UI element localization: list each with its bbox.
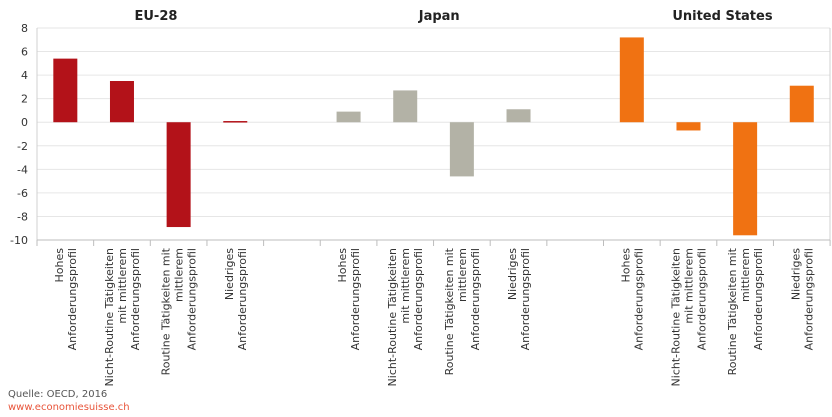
bar [506,109,531,123]
category-label-line: Anforderungsprofil [412,248,425,350]
bar [619,37,644,123]
category-label: Routine Tätigkeiten mitmittleremAnforder… [726,247,765,375]
category-label-line: Anforderungsprofil [129,248,142,350]
category-label-line: Nicht-Routine Tätigkeiten [669,248,682,386]
category-label-line: Anforderungsprofil [752,248,765,350]
source-note: Quelle: OECD, 2016 [8,389,108,400]
bar [166,122,191,228]
category-label: Routine Tätigkeiten mitmittleremAnforder… [443,247,482,375]
category-label-line: Hohes [53,248,66,283]
y-tick-label: -10 [10,234,28,247]
category-label: Nicht-Routine Tätigkeitenmit mittleremAn… [386,248,425,386]
bar [789,85,814,123]
category-label-line: Routine Tätigkeiten mit [726,247,739,375]
y-tick-label: -4 [17,163,28,176]
category-label-line: Nicht-Routine Tätigkeiten [386,248,399,386]
category-label-line: mittlerem [173,248,186,302]
y-tick-label: -2 [17,140,28,153]
category-label-line: Routine Tätigkeiten mit [443,247,456,375]
y-tick-label: -6 [17,187,28,200]
category-label-line: mittlerem [739,248,752,302]
bar [53,58,78,123]
category-label-line: mit mittlerem [399,248,412,324]
category-label: HohesAnforderungsprofil [53,248,79,351]
category-label-line: Anforderungsprofil [695,248,708,350]
category-label-line: mittlerem [456,248,469,302]
category-label: Nicht-Routine Tätigkeitenmit mittleremAn… [103,248,142,386]
category-label-line: mit mittlerem [682,248,695,324]
category-label-line: Hohes [336,248,349,283]
bar [449,122,474,177]
bar [336,111,361,123]
y-tick-label: 4 [21,69,28,82]
category-label: HohesAnforderungsprofil [336,248,362,351]
panel-title: United States [672,9,773,24]
bar [733,122,758,236]
category-label-line: Hohes [619,248,632,283]
y-tick-label: 0 [21,116,28,129]
bar [393,90,418,123]
category-label: NiedrigesAnforderungsprofil [223,248,249,351]
category-label-line: Anforderungsprofil [802,248,815,350]
category-label-line: Nicht-Routine Tätigkeiten [103,248,116,386]
category-label-line: Niedriges [223,248,236,300]
y-tick-label: -8 [17,210,28,223]
category-label: NiedrigesAnforderungsprofil [789,248,815,351]
category-label-line: Anforderungsprofil [632,248,645,350]
y-tick-label: 8 [21,22,28,35]
category-label-line: mit mittlerem [116,248,129,324]
category-label-line: Niedriges [506,248,519,300]
y-tick-label: 2 [21,93,28,106]
bar [109,81,134,123]
panel-title: Japan [418,9,460,24]
y-tick-label: 6 [21,46,28,59]
panel-title: EU-28 [134,9,177,24]
category-label-line: Anforderungsprofil [469,248,482,350]
category-label-line: Anforderungsprofil [236,248,249,350]
category-label: Routine Tätigkeiten mitmittleremAnforder… [160,247,199,375]
category-label: NiedrigesAnforderungsprofil [506,248,532,351]
bar [676,122,701,131]
category-label: Nicht-Routine Tätigkeitenmit mittleremAn… [669,248,708,386]
category-label-line: Routine Tätigkeiten mit [160,247,173,375]
category-label: HohesAnforderungsprofil [619,248,645,351]
category-label-line: Anforderungsprofil [349,248,362,350]
category-label-line: Anforderungsprofil [66,248,79,350]
category-label-line: Anforderungsprofil [519,248,532,350]
website-link[interactable]: www.economiesuisse.ch [8,402,130,413]
bar [223,121,248,123]
category-label-line: Niedriges [789,248,802,300]
category-label-line: Anforderungsprofil [186,248,199,350]
